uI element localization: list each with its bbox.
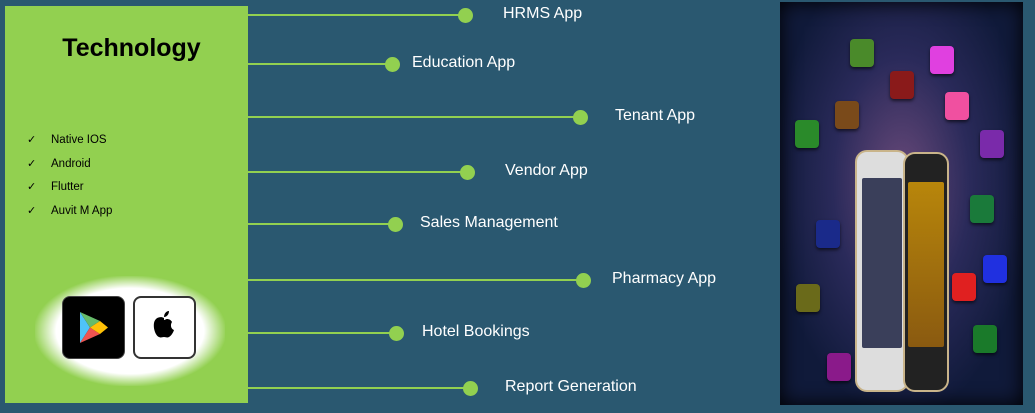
- list-item: ✓ Native IOS: [27, 133, 112, 157]
- connector-dot: [576, 273, 591, 288]
- app-label: Pharmacy App: [612, 270, 717, 287]
- check-icon: ✓: [27, 204, 37, 217]
- connector-line: [248, 332, 396, 334]
- settings-icon: [952, 273, 976, 301]
- app-label: Vendor App: [505, 162, 588, 179]
- connector-dot: [388, 217, 403, 232]
- app-label: Education App: [412, 54, 516, 71]
- item-label: Auvit M App: [51, 204, 113, 217]
- check-icon: ✓: [27, 157, 37, 170]
- item-label: Native IOS: [51, 134, 107, 146]
- connector-dot: [458, 8, 473, 23]
- connector-dot: [573, 110, 588, 125]
- connector-line: [248, 223, 395, 225]
- google-play-icon: [62, 296, 125, 359]
- browser-icon: [970, 195, 994, 223]
- gamepad-icon: [827, 353, 851, 381]
- connector-line: [248, 279, 583, 281]
- item-label: Flutter: [51, 181, 84, 193]
- connector-line: [248, 171, 467, 173]
- video-icon: [850, 39, 874, 67]
- whatsapp-icon: [795, 120, 819, 148]
- connector-line: [248, 63, 392, 65]
- camera-icon: [945, 92, 969, 120]
- search-user-icon: [835, 101, 859, 129]
- technology-panel: Technology ✓ Native IOS ✓ Android ✓ Flutter…: [5, 6, 248, 403]
- music-icon: [980, 130, 1004, 158]
- app-label: Tenant App: [615, 107, 696, 124]
- mobile-apps-illustration: [780, 2, 1023, 405]
- iphone-image: [855, 150, 909, 392]
- wifi-icon: [983, 255, 1007, 283]
- check-icon: ✓: [27, 181, 37, 193]
- rss-icon: [816, 220, 840, 248]
- list-item: ✓ Android: [27, 157, 112, 181]
- list-item: ✓ Flutter: [27, 180, 112, 204]
- technology-list: ✓ Native IOS ✓ Android ✓ Flutter ✓ Auvit M A…: [27, 133, 112, 227]
- connector-dot: [460, 165, 475, 180]
- check-icon: ✓: [27, 134, 37, 146]
- connector-dot: [389, 326, 404, 341]
- connector-line: [248, 387, 470, 389]
- app-label: Report Generation: [505, 378, 637, 395]
- connector-line: [248, 116, 580, 118]
- list-item: ✓ Auvit M App: [27, 204, 112, 228]
- item-label: Android: [51, 157, 91, 170]
- globe-icon: [973, 325, 997, 353]
- android-phone-image: [903, 152, 949, 392]
- airplane-icon: [796, 284, 820, 312]
- alarm-icon: [890, 71, 914, 99]
- technology-title: Technology: [62, 34, 201, 62]
- apple-icon: [133, 296, 196, 359]
- mail-icon: [930, 46, 954, 74]
- connector-dot: [385, 57, 400, 72]
- app-label: Sales Management: [420, 214, 558, 231]
- connector-dot: [463, 381, 478, 396]
- app-label: HRMS App: [503, 5, 583, 22]
- app-label: Hotel Bookings: [422, 323, 530, 340]
- connector-line: [248, 14, 465, 16]
